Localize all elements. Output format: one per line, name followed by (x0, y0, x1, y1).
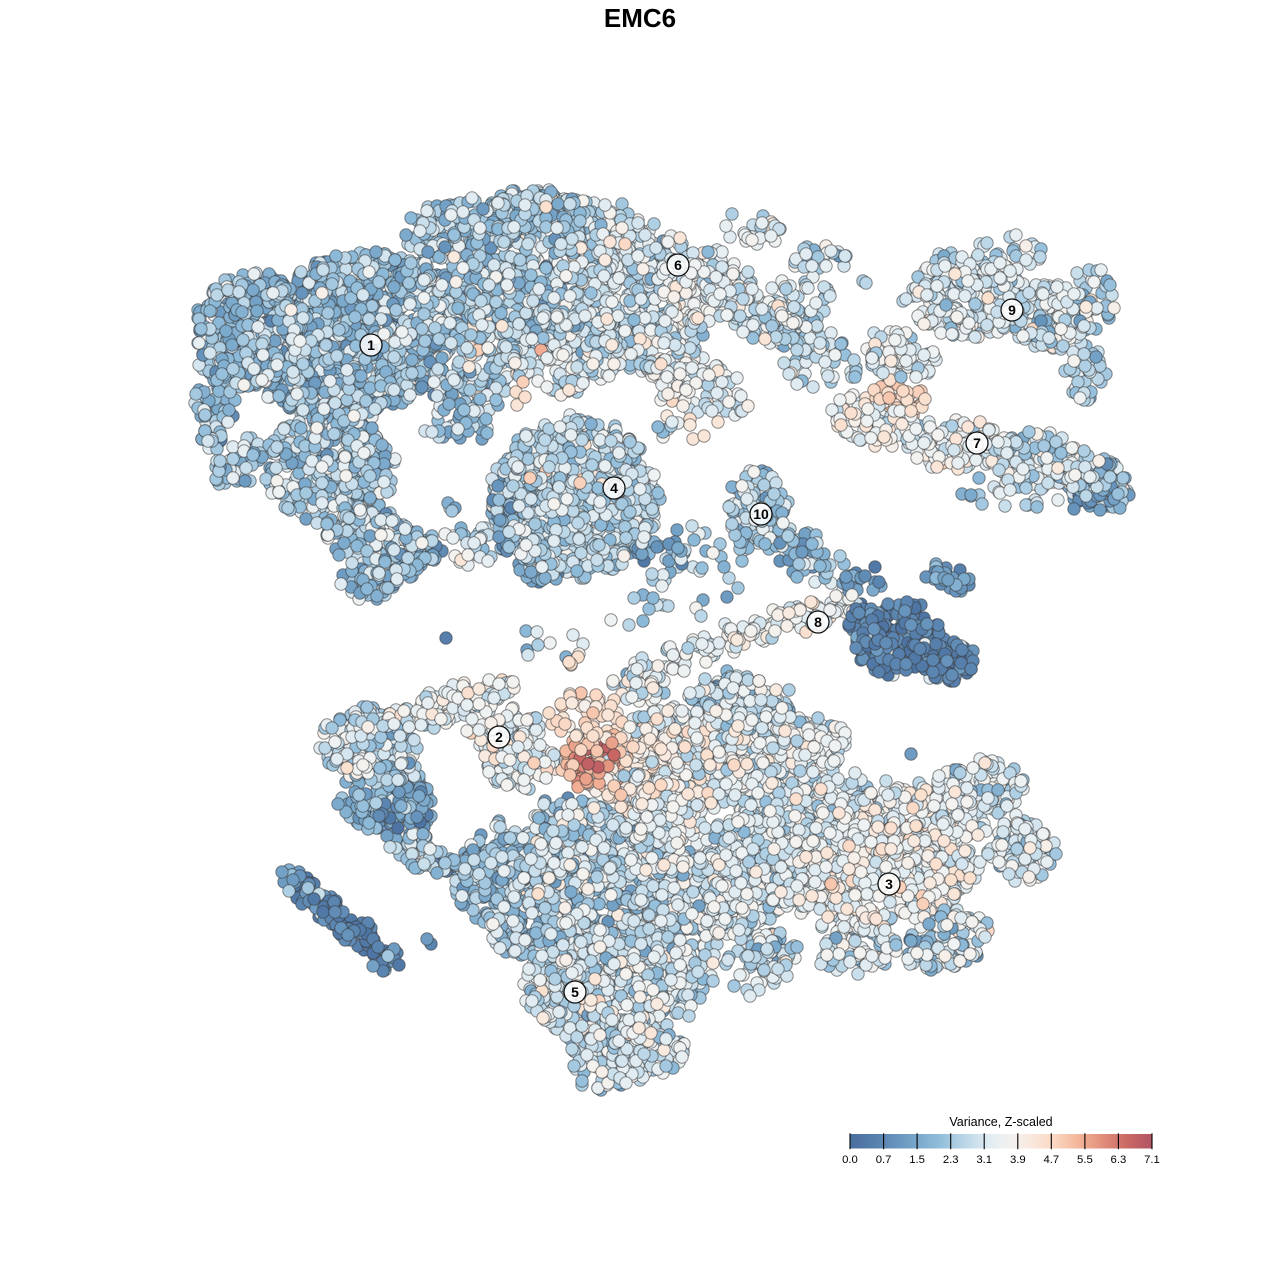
svg-text:EMC6: EMC6 (604, 3, 676, 33)
